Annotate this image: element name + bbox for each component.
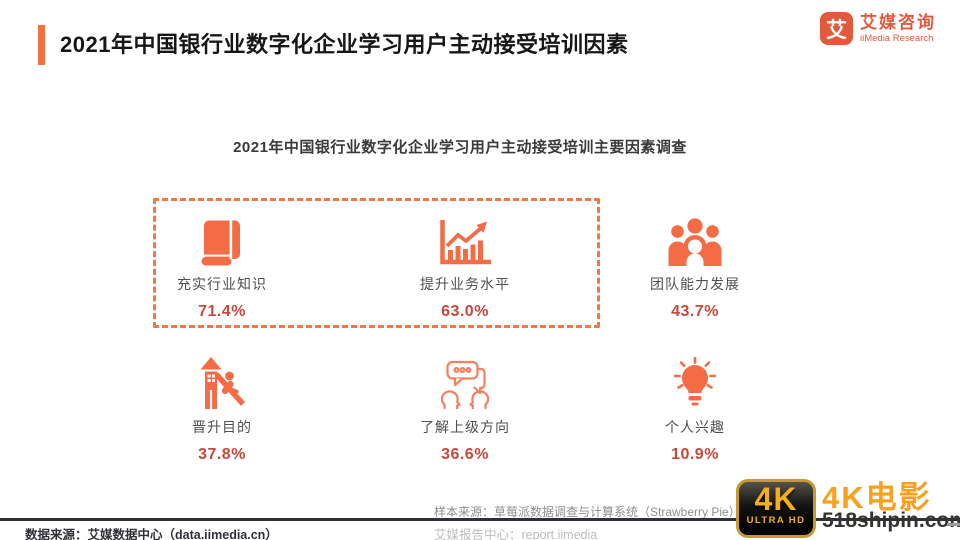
factor-item-promotion: 晋升目的 37.8% bbox=[102, 357, 342, 464]
page-title: 2021年中国银行业数字化企业学习用户主动接受培训因素 bbox=[60, 32, 629, 57]
chart-title: 2021年中国银行业数字化企业学习用户主动接受培训主要因素调查 bbox=[233, 139, 687, 156]
iimedia-logo-icon: 艾 bbox=[820, 12, 853, 45]
ultra-hd-badge-label: ULTRA HD bbox=[746, 515, 806, 526]
factor-label: 团队能力发展 bbox=[650, 276, 740, 292]
promotion-slide-icon bbox=[102, 357, 342, 409]
factor-value: 10.9% bbox=[671, 446, 719, 463]
watermark-site: 518shipin.com bbox=[822, 509, 960, 532]
factor-label: 充实行业知识 bbox=[177, 276, 267, 292]
conversation-icon bbox=[345, 357, 585, 409]
factor-value: 37.8% bbox=[198, 446, 246, 463]
factor-item-business-level: 提升业务水平 63.0% bbox=[345, 214, 585, 321]
4k-badge-label: 4K bbox=[754, 481, 798, 517]
growth-chart-icon bbox=[345, 214, 585, 266]
factor-value: 36.6% bbox=[441, 446, 489, 463]
footer-divider bbox=[0, 518, 960, 521]
factor-item-superior-direction: 了解上级方向 36.6% bbox=[345, 357, 585, 464]
factor-label: 晋升目的 bbox=[192, 419, 252, 435]
factor-item-industry-knowledge: 充实行业知识 71.4% bbox=[102, 214, 342, 321]
highlight-outline bbox=[153, 198, 600, 328]
team-icon bbox=[575, 214, 815, 266]
factor-label: 了解上级方向 bbox=[420, 419, 510, 435]
factor-item-personal-interest: 个人兴趣 10.9% bbox=[575, 357, 815, 464]
factor-value: 43.7% bbox=[671, 303, 719, 320]
factor-label: 个人兴趣 bbox=[665, 419, 725, 435]
factor-value: 71.4% bbox=[198, 303, 246, 320]
book-icon bbox=[102, 214, 342, 266]
report-center-note: 艾媒报告中心：report.iimedia bbox=[434, 528, 598, 540]
iimedia-logo-text: 艾媒咨询 iiMedia Research bbox=[860, 13, 936, 45]
iimedia-logo: 艾 艾媒咨询 iiMedia Research bbox=[820, 12, 936, 45]
sample-source-note: 样本来源：草莓派数据调查与计算系统（Strawberry Pie）样本 bbox=[434, 505, 765, 519]
title-accent-bar bbox=[38, 25, 45, 65]
lightbulb-icon bbox=[575, 357, 815, 409]
factor-label: 提升业务水平 bbox=[420, 276, 510, 292]
data-source-note: 数据来源：艾媒数据中心（data.iimedia.cn） bbox=[25, 528, 278, 540]
logo-name-cn: 艾媒咨询 bbox=[860, 12, 936, 32]
logo-name-en: iiMedia Research bbox=[860, 32, 934, 44]
4k-ultra-hd-badge: 4K ULTRA HD bbox=[736, 479, 816, 538]
watermark-title: 4K电影 bbox=[822, 480, 932, 515]
factor-item-team-ability: 团队能力发展 43.7% bbox=[575, 214, 815, 321]
watermark-dash bbox=[947, 523, 960, 526]
factor-value: 63.0% bbox=[441, 303, 489, 320]
